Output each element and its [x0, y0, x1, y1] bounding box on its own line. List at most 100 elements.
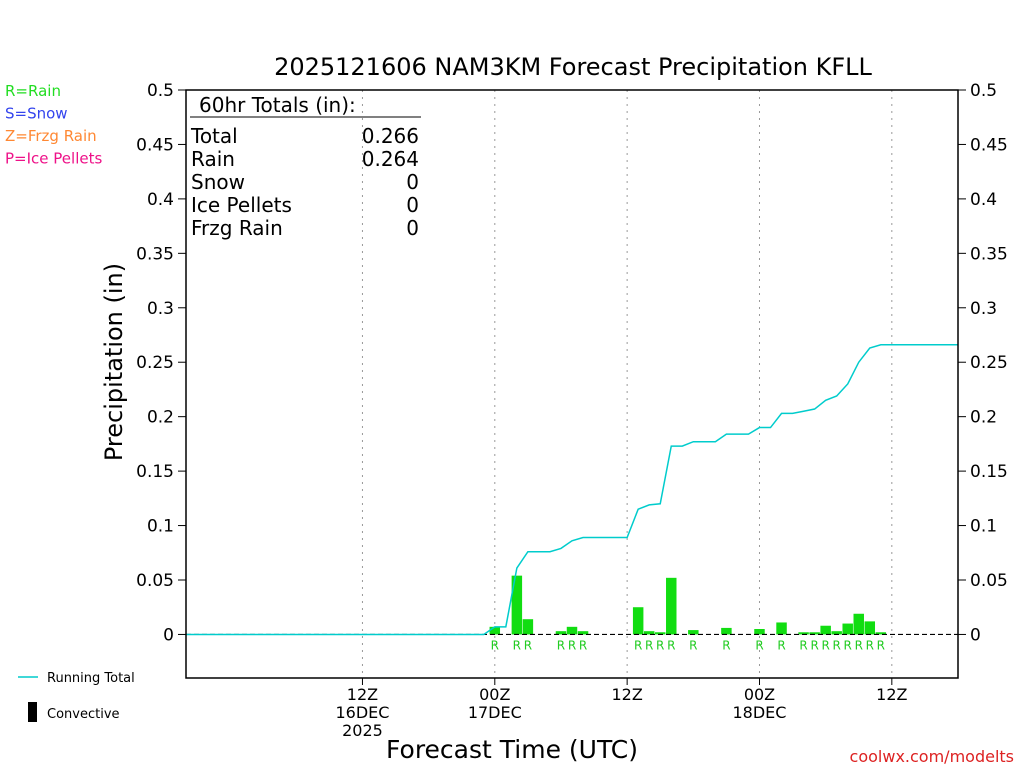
precip-bar	[555, 631, 567, 635]
type-legend-entry: R=Rain	[5, 82, 61, 100]
y-tick-label: 0.2	[147, 408, 174, 428]
totals-row-label: Rain	[191, 147, 235, 171]
x-axis-label: Forecast Time (UTC)	[386, 735, 638, 764]
totals-row-label: Total	[190, 124, 238, 148]
running-total-line	[186, 344, 958, 636]
plot-frame	[185, 89, 959, 679]
precip-bar	[820, 625, 831, 635]
precip-bar	[666, 577, 677, 635]
precip-type-letter: R	[877, 638, 885, 652]
precip-type-letter: R	[689, 638, 697, 652]
y-tick-label: 0.4	[147, 190, 174, 210]
precip-bar	[754, 629, 765, 635]
precip-bar	[632, 607, 644, 635]
x-tick-label: 2025	[342, 721, 383, 740]
y-tick-label: 0.35	[136, 244, 174, 264]
y-tick-label: 0.1	[970, 517, 997, 537]
precip-bar	[688, 630, 699, 635]
precip-bar	[864, 621, 876, 635]
precip-bar	[566, 626, 578, 635]
y-tick-label: 0.15	[136, 462, 174, 482]
precip-bar	[654, 632, 666, 635]
y-tick-label: 0.25	[970, 353, 1008, 373]
precip-type-letter: R	[524, 638, 532, 652]
running-total-legend-label: Running Total	[47, 671, 135, 686]
y-tick-label: 0.3	[970, 299, 997, 319]
y-tick-label: 0.5	[147, 81, 174, 101]
type-legend-entry: P=Ice Pellets	[5, 150, 102, 168]
x-tick-label: 00Z	[744, 685, 775, 704]
y-tick-label: 0.15	[970, 462, 1008, 482]
precip-type-letter: R	[645, 638, 653, 652]
grid-lines	[361, 90, 893, 678]
totals-row-label: Snow	[191, 170, 245, 194]
precip-type-letter: R	[810, 638, 818, 652]
precip-bars	[489, 575, 887, 635]
precip-type-letter: R	[799, 638, 807, 652]
type-legend-entry: Z=Frzg Rain	[5, 127, 97, 145]
totals-header: 60hr Totals (in):	[199, 93, 356, 117]
x-tick-label: 12Z	[347, 685, 378, 704]
x-tick-label: 12Z	[611, 685, 642, 704]
y-axis: 0 00.05 0.050.1 0.10.15 0.150.2 0.20.25 0.250.…	[136, 81, 1008, 645]
y-tick-label: 0.2	[970, 408, 997, 428]
precip-bar	[853, 613, 864, 635]
y-tick-label: 0	[970, 625, 981, 645]
totals-row-value: 0.264	[362, 147, 419, 171]
precip-bar	[489, 626, 501, 635]
precip-type-letter: R	[491, 638, 499, 652]
y-tick-label: 0.1	[147, 517, 174, 537]
x-tick-label: 00Z	[479, 685, 510, 704]
precip-type-legend: R=Rain S=Snow Z=Frzg Rain P=Ice Pellets	[5, 82, 102, 168]
x-tick-label: 12Z	[876, 685, 907, 704]
y-tick-label: 0.25	[136, 353, 174, 373]
precip-bar	[511, 575, 523, 635]
y-tick-label: 0.35	[970, 244, 1008, 264]
totals-box: 60hr Totals (in): Total 0.266 Rain 0.264 Sno…	[190, 93, 421, 240]
convective-legend-swatch	[28, 702, 37, 722]
chart-title: 2025121606 NAM3KM Forecast Precipitation…	[274, 53, 872, 81]
totals-row-value: 0	[406, 193, 419, 217]
series-legend: Running Total Convective	[18, 671, 135, 722]
x-tick-label: 18DEC	[733, 703, 787, 722]
precip-bar	[522, 619, 534, 635]
precip-bar	[577, 631, 589, 635]
precip-bar	[842, 623, 853, 635]
y-axis-label: Precipitation (in)	[100, 263, 128, 461]
totals-row-value: 0	[406, 216, 419, 240]
totals-row-label: Ice Pellets	[191, 193, 292, 217]
y-tick-label: 0.45	[970, 135, 1008, 155]
precip-bar	[809, 632, 820, 635]
totals-row-value: 0	[406, 170, 419, 194]
precip-type-letter: R	[656, 638, 664, 652]
precip-bar	[831, 631, 842, 635]
y-tick-label: 0.05	[136, 571, 174, 591]
y-tick-label: 0.45	[136, 135, 174, 155]
precip-type-letter: R	[667, 638, 675, 652]
precip-type-letter: R	[568, 638, 576, 652]
precip-type-letter: R	[722, 638, 730, 652]
totals-row-label: Frzg Rain	[191, 216, 283, 240]
y-tick-label: 0.5	[970, 81, 997, 101]
precip-type-letter: R	[855, 638, 863, 652]
precip-type-letter: R	[513, 638, 521, 652]
precip-type-letter: R	[777, 638, 785, 652]
precip-type-letter: R	[833, 638, 841, 652]
totals-rows: Total 0.266 Rain 0.264 Snow 0 Ice Pellets 0 Frzg…	[190, 124, 419, 240]
y-tick-label: 0.4	[970, 190, 997, 210]
totals-row-value: 0.266	[362, 124, 419, 148]
precip-type-letter: R	[844, 638, 852, 652]
precip-type-letter: R	[557, 638, 565, 652]
precip-bar	[776, 622, 787, 635]
y-tick-label: 0.3	[147, 299, 174, 319]
precip-type-letter: R	[634, 638, 642, 652]
running-total-series	[186, 344, 958, 636]
type-legend-entry: S=Snow	[5, 105, 68, 123]
x-tick-label: 16DEC	[335, 703, 389, 722]
y-tick-label: 0	[163, 625, 174, 645]
precip-bar	[798, 632, 809, 635]
y-tick-label: 0.05	[970, 571, 1008, 591]
